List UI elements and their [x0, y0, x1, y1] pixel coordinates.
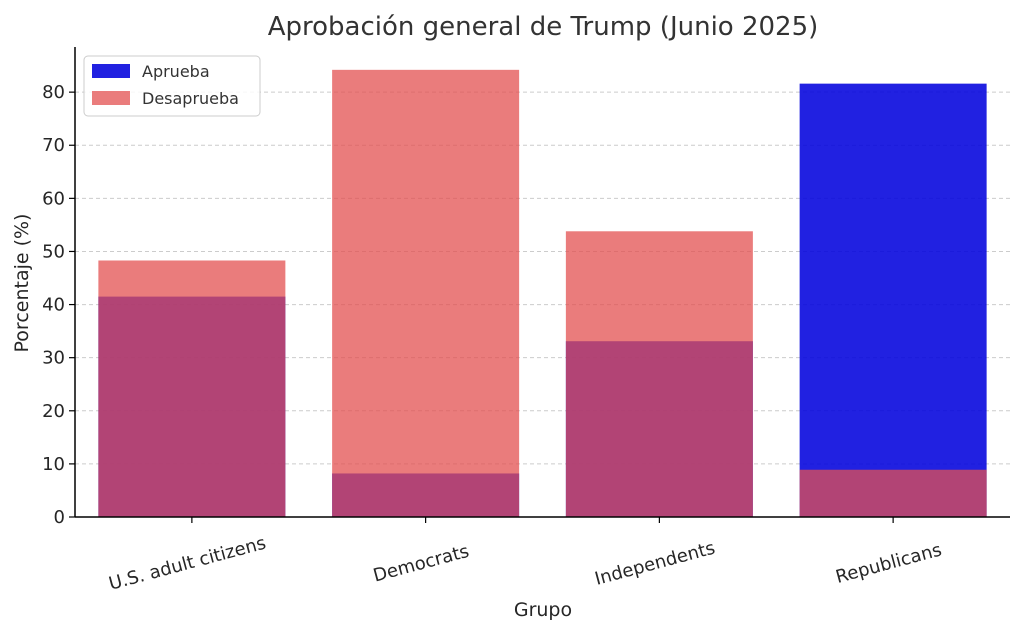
x-tick-label: Democrats	[371, 541, 471, 587]
bar-desaprueba-2	[565, 231, 753, 518]
x-axis-ticks: U.S. adult citizens Democrats Independents…	[107, 517, 944, 595]
y-tick-label: 60	[42, 188, 65, 209]
bars	[98, 69, 987, 518]
bar-desaprueba-1	[332, 69, 520, 518]
y-tick-label: 20	[42, 401, 65, 422]
y-tick-label: 10	[42, 454, 65, 475]
legend-swatch-desaprueba	[92, 91, 130, 105]
bar-desaprueba-3	[799, 469, 987, 517]
y-tick-label: 70	[42, 135, 65, 156]
x-tick-label: U.S. adult citizens	[107, 533, 269, 595]
legend: Aprueba Desaprueba	[83, 55, 261, 117]
legend-swatch-aprueba	[92, 64, 130, 78]
y-axis-label: Porcentaje (%)	[11, 214, 33, 353]
y-tick-label: 0	[54, 507, 65, 528]
chart-title: Aprobación general de Trump (Junio 2025)	[268, 12, 819, 42]
bar-desaprueba-0	[98, 260, 286, 517]
y-tick-label: 50	[42, 241, 65, 262]
x-tick-label: Independents	[593, 538, 718, 590]
legend-label-desaprueba: Desaprueba	[142, 89, 239, 108]
y-tick-label: 80	[42, 82, 65, 103]
x-axis-label: Grupo	[514, 599, 572, 621]
legend-label-aprueba: Aprueba	[142, 62, 210, 81]
bar-aprueba-3	[799, 83, 987, 517]
y-tick-label: 30	[42, 348, 65, 369]
x-tick-label: Republicans	[833, 539, 943, 587]
y-axis-ticks: 0 10 20 30 40 50 60 70 80	[42, 82, 75, 528]
axes	[74, 47, 1010, 518]
y-tick-label: 40	[42, 295, 65, 316]
